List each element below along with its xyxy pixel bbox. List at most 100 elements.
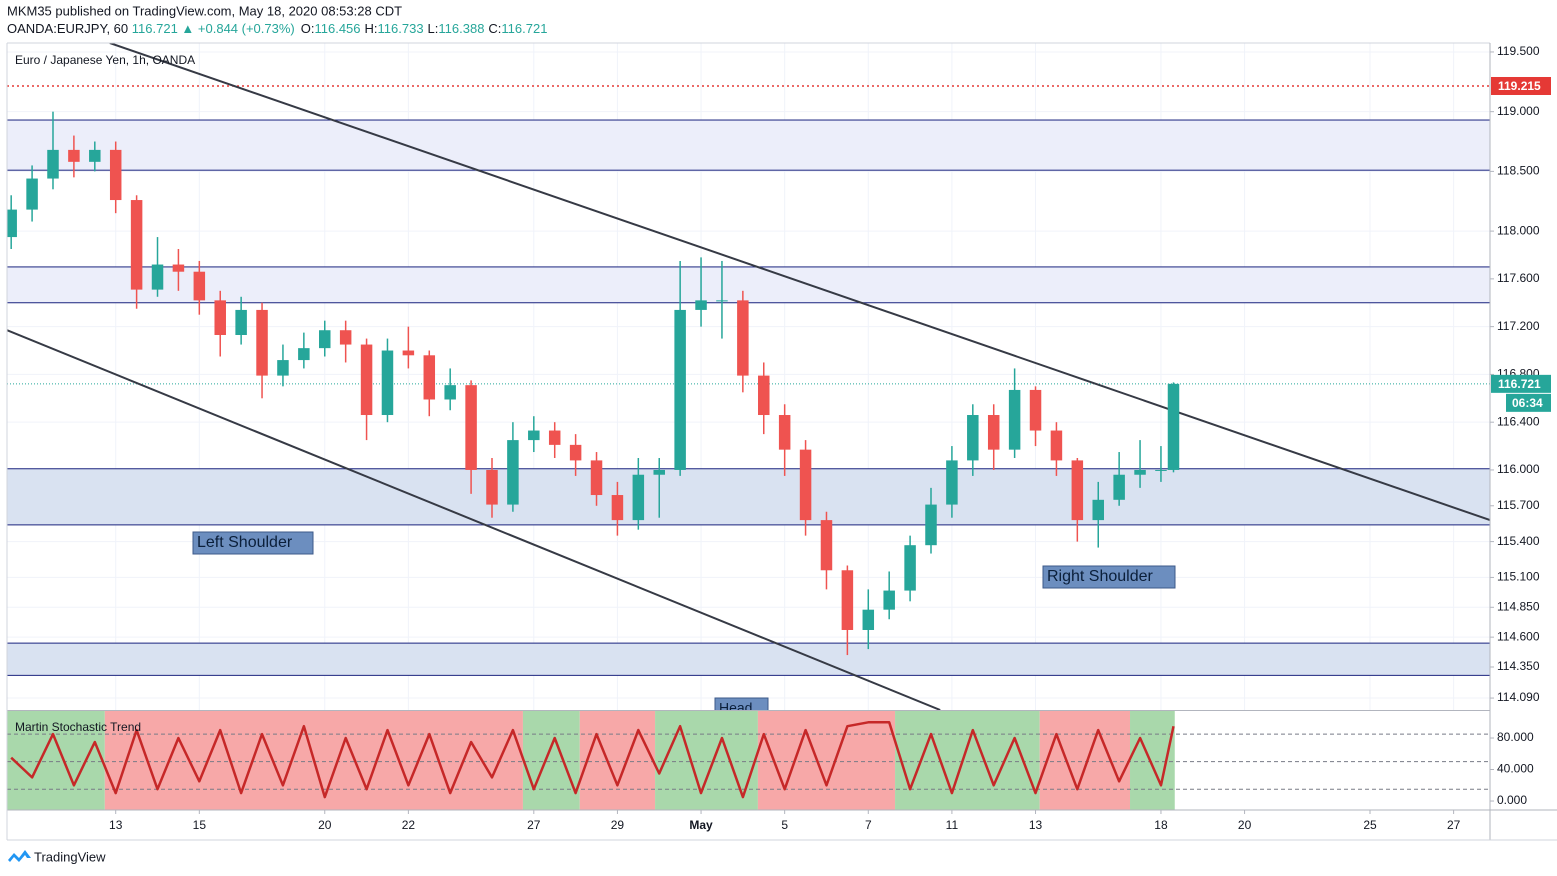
logo — [8, 850, 31, 862]
candle-body — [1092, 499, 1104, 521]
candle-body — [486, 469, 498, 505]
footer: TradingView — [34, 849, 106, 864]
candle-body — [68, 149, 80, 162]
price-label-box — [1491, 374, 1551, 393]
annotation-box — [192, 531, 314, 555]
x-tick-label: 5 — [781, 818, 788, 832]
ohlc-value: 116.733 — [378, 21, 424, 36]
candle-body — [904, 545, 916, 591]
candle-body — [778, 415, 791, 450]
symbol-line: OANDA:EURJPY, 60 116.721 ▲ +0.844 (+0.73… — [7, 21, 547, 36]
annotation-box — [714, 697, 769, 710]
candle-body — [235, 309, 247, 335]
y-tick-label: 117.600 — [1497, 271, 1540, 285]
candle-body — [47, 149, 59, 179]
candle-body — [214, 300, 226, 335]
candle-body — [1134, 469, 1146, 475]
countdown-box — [1506, 393, 1551, 412]
annotation: Head — [719, 700, 752, 716]
x-tick-label: 15 — [193, 818, 207, 832]
candle-body — [758, 375, 770, 416]
candle-body — [1167, 383, 1180, 470]
y-tick-label: 0.000 — [1497, 793, 1527, 807]
candle-body — [423, 355, 436, 400]
axes: 119.500 119.000 118.500 118.000 117.600 117.2… — [6, 42, 1557, 841]
x-tick-label: 27 — [1447, 818, 1461, 832]
x-tick-label: 13 — [109, 818, 123, 832]
ohlc-key: H: — [365, 21, 378, 36]
trend-zone — [522, 711, 580, 810]
x-tick-label: 13 — [1029, 818, 1043, 832]
candle-body — [360, 344, 373, 416]
candle-body — [1008, 389, 1021, 450]
y-tick-label: 116.400 — [1497, 414, 1540, 428]
trend-zone — [1039, 711, 1131, 810]
candle-body — [716, 300, 728, 302]
ohlc-value: 116.388 — [438, 21, 484, 36]
x-tick-label: 25 — [1363, 818, 1377, 832]
candle-body — [569, 444, 582, 461]
zone — [7, 642, 1490, 676]
y-tick-label: 119.500 — [1497, 44, 1540, 58]
candle-body — [277, 360, 289, 376]
indicator-title: Martin Stochastic Trend — [15, 720, 141, 734]
trend-zone — [1130, 711, 1175, 810]
candle-body — [674, 309, 686, 470]
change: ▲ +0.844 (+0.73%) — [181, 21, 294, 36]
y-tick-label: 114.090 — [1497, 690, 1540, 704]
x-tick-label: 20 — [318, 818, 332, 832]
y-tick-label: 116.000 — [1497, 462, 1540, 476]
candle-body — [381, 350, 394, 416]
annotation: Left Shoulder — [197, 534, 293, 551]
ohlc-key: L: — [428, 21, 439, 36]
candle-body — [193, 271, 206, 301]
y-tick-label: 115.100 — [1497, 570, 1540, 584]
candle-body — [339, 330, 352, 345]
x-tick-label: May — [689, 818, 713, 832]
candle-body — [548, 430, 561, 445]
candle-body — [465, 385, 477, 470]
candle-body — [319, 330, 331, 349]
annotation: Right Shoulder — [1047, 568, 1154, 585]
candle-body — [7, 209, 17, 238]
x-tick-label: 7 — [865, 818, 872, 832]
chart-title: Euro / Japanese Yen, 1h, OANDA — [15, 53, 195, 67]
candle-body — [528, 430, 540, 441]
ohlc: O:116.456 H:116.733 L:116.388 C:116.721 — [301, 21, 548, 36]
candle-body — [862, 609, 875, 630]
candle-body — [883, 590, 895, 610]
y-tick-label: 114.850 — [1497, 599, 1540, 613]
trend-zone — [757, 711, 896, 810]
candle-body — [1050, 430, 1063, 461]
candle-body — [737, 300, 749, 376]
x-tick-label: 11 — [946, 818, 959, 832]
candle-body — [109, 149, 122, 201]
candle-body — [632, 474, 645, 521]
y-tick-label: 114.350 — [1497, 659, 1540, 673]
x-tick-label: 22 — [402, 818, 416, 832]
y-tick-label: 118.000 — [1497, 223, 1540, 237]
price-label: 116.721 — [1498, 377, 1541, 391]
trend-zone — [579, 711, 656, 810]
candle-body — [172, 264, 185, 272]
y-tick-label: 80.000 — [1497, 730, 1534, 744]
y-tick-label: 117.200 — [1497, 319, 1540, 333]
candle-body — [841, 570, 854, 630]
ohlc-key: O: — [301, 21, 315, 36]
price-label-box — [1491, 76, 1551, 95]
symbol: OANDA:EURJPY, 60 — [7, 21, 128, 36]
ohlc-value: 116.456 — [314, 21, 360, 36]
candle-body — [402, 350, 415, 356]
y-tick-label: 115.700 — [1497, 498, 1540, 512]
stochastic-line — [10, 721, 1175, 799]
candle-body — [967, 415, 979, 461]
zone — [7, 468, 1490, 526]
y-tick-label: 119.000 — [1497, 104, 1540, 118]
trend-zone — [7, 711, 105, 810]
last-price: 116.721 — [132, 21, 178, 36]
countdown: 06:34 — [1512, 396, 1543, 410]
x-tick-label: 29 — [611, 818, 625, 832]
candle-body — [925, 504, 937, 546]
annotation-box — [1042, 565, 1176, 589]
